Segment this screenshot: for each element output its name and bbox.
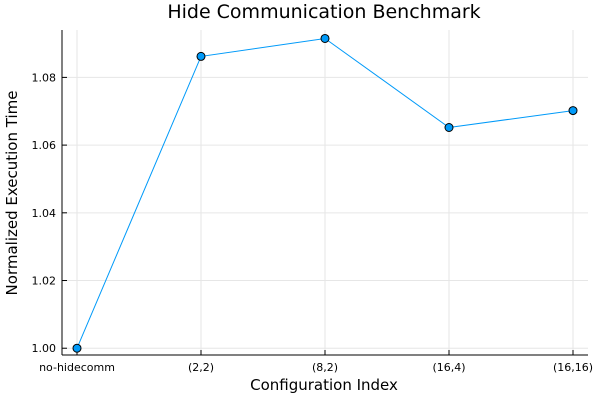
- x-tick-label: (16,16): [553, 361, 593, 374]
- x-tick-label: (8,2): [312, 361, 338, 374]
- series: [72, 33, 578, 353]
- data-point: [72, 343, 82, 353]
- x-tick-label: (16,4): [432, 361, 465, 374]
- y-tick-label: 1.06: [32, 139, 57, 152]
- x-axis-title: Configuration Index: [250, 376, 398, 394]
- y-tick-label: 1.02: [32, 275, 57, 288]
- chart-title: Hide Communication Benchmark: [167, 1, 480, 23]
- data-point: [196, 51, 206, 61]
- x-tick-label: no-hidecomm: [39, 361, 115, 374]
- x-axis-ticks: no-hidecomm (2,2) (8,2) (16,4) (16,16): [39, 350, 593, 374]
- data-point: [444, 123, 454, 132]
- y-tick-label: 1.08: [32, 71, 57, 84]
- y-tick-label: 1.00: [32, 342, 57, 355]
- data-point: [320, 33, 330, 43]
- x-tick-label: (2,2): [188, 361, 214, 374]
- y-tick-label: 1.04: [32, 207, 57, 220]
- y-axis-title: Normalized Execution Time: [3, 91, 21, 296]
- grid: [62, 30, 588, 355]
- data-point: [568, 106, 578, 116]
- y-axis-ticks: 1.00 1.02 1.04 1.06 1.08: [32, 71, 67, 355]
